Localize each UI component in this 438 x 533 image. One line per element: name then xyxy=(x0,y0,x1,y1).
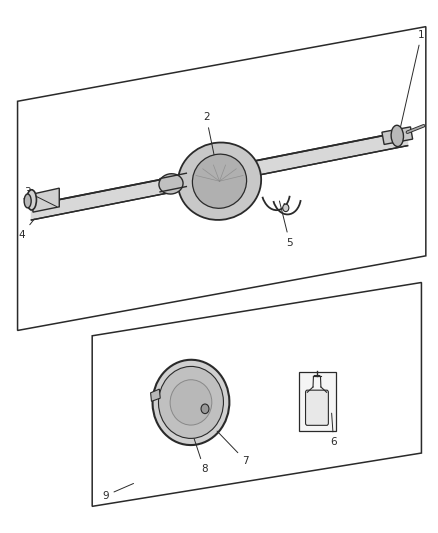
Ellipse shape xyxy=(152,360,229,445)
Text: 4: 4 xyxy=(18,219,34,239)
Ellipse shape xyxy=(192,154,246,208)
Ellipse shape xyxy=(158,366,223,439)
Polygon shape xyxy=(381,127,412,144)
Circle shape xyxy=(201,404,208,414)
Text: 6: 6 xyxy=(329,413,336,447)
Polygon shape xyxy=(150,389,160,401)
Ellipse shape xyxy=(27,190,36,210)
Polygon shape xyxy=(31,131,407,220)
Text: 2: 2 xyxy=(202,112,214,157)
Text: 8: 8 xyxy=(187,418,207,474)
Ellipse shape xyxy=(177,142,261,220)
Text: 3: 3 xyxy=(24,187,57,207)
FancyBboxPatch shape xyxy=(298,372,335,431)
Text: 9: 9 xyxy=(102,483,133,500)
Polygon shape xyxy=(33,188,59,212)
Ellipse shape xyxy=(170,379,211,425)
Ellipse shape xyxy=(24,194,31,208)
Text: 5: 5 xyxy=(279,201,293,247)
Text: 7: 7 xyxy=(216,431,249,466)
FancyBboxPatch shape xyxy=(305,390,328,425)
Ellipse shape xyxy=(159,174,183,194)
Ellipse shape xyxy=(390,125,403,147)
Text: 1: 1 xyxy=(397,30,424,139)
Circle shape xyxy=(282,204,288,212)
